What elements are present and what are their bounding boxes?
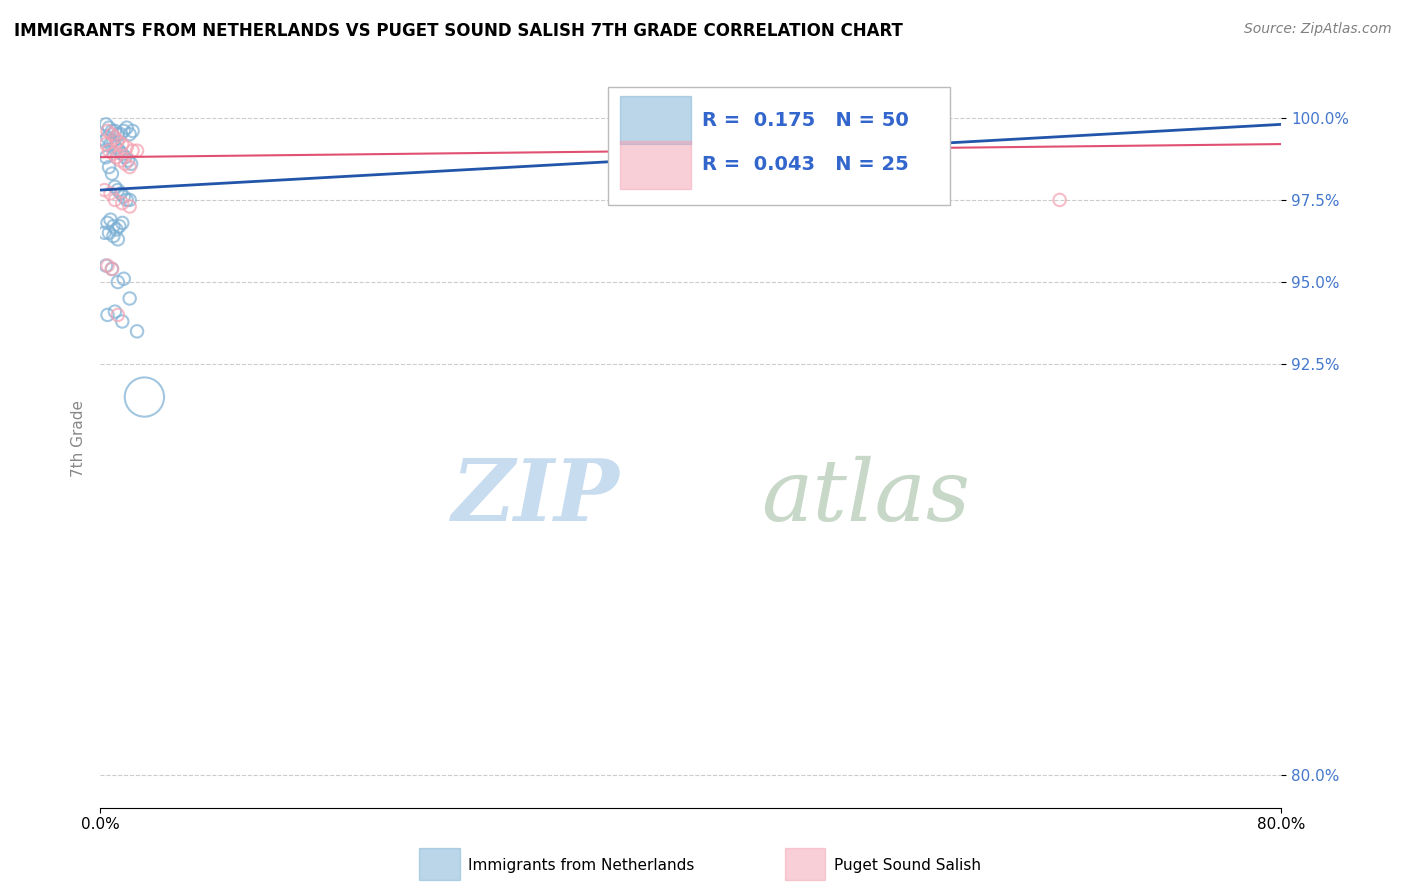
Point [100, 212, 122, 227]
Point [94, 117, 117, 131]
Point [101, 167, 124, 181]
Point [118, 292, 141, 306]
Point [100, 186, 122, 201]
Point [107, 183, 129, 197]
Point [115, 140, 138, 154]
Point [118, 199, 141, 213]
Point [110, 127, 132, 141]
Point [103, 229, 125, 244]
Text: R =  0.043   N = 25: R = 0.043 N = 25 [703, 155, 910, 174]
Point [100, 137, 122, 152]
Point [91, 144, 114, 158]
Point [101, 261, 124, 276]
Point [94, 259, 117, 273]
Point [111, 147, 134, 161]
Point [121, 144, 143, 158]
Point [117, 153, 139, 168]
Point [101, 127, 124, 141]
Point [111, 314, 134, 328]
Point [695, 137, 717, 152]
Point [1049, 193, 1071, 207]
Point [105, 222, 128, 236]
Point [103, 147, 125, 161]
Text: atlas: atlas [762, 456, 970, 539]
Point [114, 150, 136, 164]
Point [112, 124, 135, 138]
Point [98, 144, 121, 158]
Point [101, 261, 124, 276]
Point [104, 179, 127, 194]
Point [112, 272, 135, 286]
Point [104, 124, 127, 138]
FancyBboxPatch shape [620, 96, 690, 145]
Point [104, 130, 127, 145]
Point [115, 120, 138, 135]
Point [111, 137, 134, 152]
Point [107, 275, 129, 289]
Point [118, 160, 141, 174]
Text: R =  0.175   N = 50: R = 0.175 N = 50 [703, 111, 910, 129]
FancyBboxPatch shape [620, 141, 690, 188]
Point [103, 134, 125, 148]
Point [96, 308, 118, 322]
Point [125, 144, 148, 158]
Point [96, 259, 118, 273]
Text: Immigrants from Netherlands: Immigrants from Netherlands [468, 858, 695, 872]
Point [110, 186, 132, 201]
Point [111, 196, 134, 211]
Point [114, 157, 136, 171]
Point [107, 134, 129, 148]
Point [98, 120, 121, 135]
Point [93, 226, 115, 240]
Point [112, 189, 135, 203]
Text: Puget Sound Salish: Puget Sound Salish [834, 858, 981, 872]
Point [107, 127, 129, 141]
Point [96, 124, 118, 138]
Point [121, 124, 143, 138]
Point [105, 140, 128, 154]
Point [107, 232, 129, 246]
Point [96, 130, 118, 145]
FancyBboxPatch shape [607, 87, 950, 205]
Point [94, 150, 117, 164]
Point [108, 219, 131, 234]
Point [98, 226, 121, 240]
Point [94, 137, 117, 152]
Point [108, 144, 131, 158]
Y-axis label: 7th Grade: 7th Grade [72, 400, 86, 476]
Point [118, 127, 141, 141]
Point [104, 193, 127, 207]
Point [105, 150, 128, 164]
Point [104, 304, 127, 318]
Point [103, 219, 125, 234]
Point [93, 183, 115, 197]
Point [110, 153, 132, 168]
Point [134, 390, 156, 404]
Point [98, 160, 121, 174]
Text: ZIP: ZIP [451, 456, 620, 539]
Point [125, 324, 148, 338]
Point [93, 134, 115, 148]
Point [101, 124, 124, 138]
Point [107, 308, 129, 322]
Point [115, 193, 138, 207]
Point [96, 216, 118, 230]
Point [111, 216, 134, 230]
Point [118, 193, 141, 207]
Text: Source: ZipAtlas.com: Source: ZipAtlas.com [1244, 22, 1392, 37]
Point [120, 157, 142, 171]
Text: IMMIGRANTS FROM NETHERLANDS VS PUGET SOUND SALISH 7TH GRADE CORRELATION CHART: IMMIGRANTS FROM NETHERLANDS VS PUGET SOU… [14, 22, 903, 40]
